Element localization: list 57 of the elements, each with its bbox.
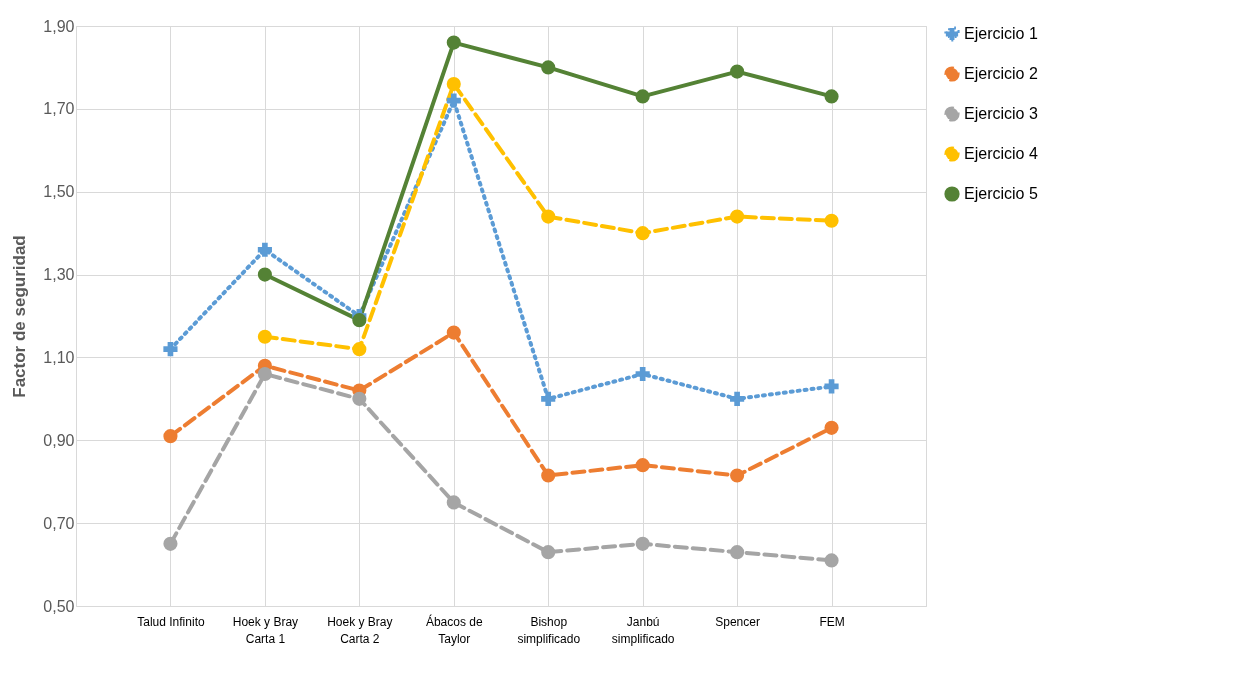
point bbox=[824, 420, 839, 435]
point bbox=[824, 553, 839, 568]
point bbox=[635, 89, 650, 104]
point bbox=[730, 545, 745, 560]
legend-label: Ejercicio 4 bbox=[964, 145, 1038, 162]
x-tick-label: FEM bbox=[819, 614, 845, 629]
y-axis-title: Factor de seguridad bbox=[10, 235, 30, 398]
y-tick-label: 1,90 bbox=[43, 17, 75, 35]
y-tick-label: 1,50 bbox=[43, 183, 75, 201]
point bbox=[446, 76, 461, 92]
point bbox=[446, 325, 461, 340]
y-tick-label: 1,10 bbox=[43, 348, 75, 366]
legend-label: Ejercicio 3 bbox=[964, 105, 1038, 122]
point bbox=[257, 242, 272, 257]
point bbox=[446, 93, 461, 108]
y-tick-label: 0,90 bbox=[43, 431, 75, 449]
point bbox=[635, 536, 650, 551]
x-tick-label: Talud Infinito bbox=[137, 614, 205, 629]
legend-label: Ejercicio 5 bbox=[964, 185, 1038, 202]
x-tick-label: Bishop simplificado bbox=[517, 614, 581, 646]
x-tick-label: Hoek y Bray Carta 2 bbox=[327, 614, 393, 646]
point bbox=[541, 391, 556, 406]
x-tick-label: Spencer bbox=[715, 614, 760, 629]
point bbox=[824, 213, 839, 228]
point bbox=[163, 342, 178, 357]
x-tick-label: Janbú simplificado bbox=[611, 614, 675, 646]
legend-label: Ejercicio 1 bbox=[964, 25, 1038, 42]
point bbox=[352, 391, 367, 406]
y-tick-label: 1,30 bbox=[43, 266, 75, 284]
point bbox=[257, 267, 272, 282]
point bbox=[352, 313, 367, 328]
point bbox=[730, 391, 745, 406]
point bbox=[446, 35, 461, 50]
y-tick-label: 1,70 bbox=[43, 100, 75, 118]
point bbox=[163, 536, 178, 551]
point bbox=[541, 468, 556, 483]
point bbox=[824, 379, 839, 394]
point bbox=[730, 468, 745, 483]
legend-label: Ejercicio 2 bbox=[964, 65, 1038, 82]
x-tick-label: Hoek y Bray Carta 1 bbox=[232, 614, 299, 646]
y-tick-label: 0,50 bbox=[43, 597, 75, 615]
point bbox=[541, 545, 556, 560]
point bbox=[446, 495, 461, 510]
point bbox=[730, 209, 745, 224]
x-tick-label: Ábacos de Taylor bbox=[425, 613, 483, 646]
point bbox=[635, 366, 650, 382]
point bbox=[541, 209, 556, 224]
point bbox=[352, 342, 367, 357]
point bbox=[541, 60, 556, 75]
point bbox=[257, 329, 272, 344]
point bbox=[635, 226, 650, 241]
point bbox=[635, 458, 650, 473]
point bbox=[163, 429, 178, 444]
point bbox=[730, 64, 745, 79]
y-tick-label: 0,70 bbox=[43, 514, 75, 532]
point bbox=[257, 366, 272, 382]
point bbox=[824, 89, 839, 104]
